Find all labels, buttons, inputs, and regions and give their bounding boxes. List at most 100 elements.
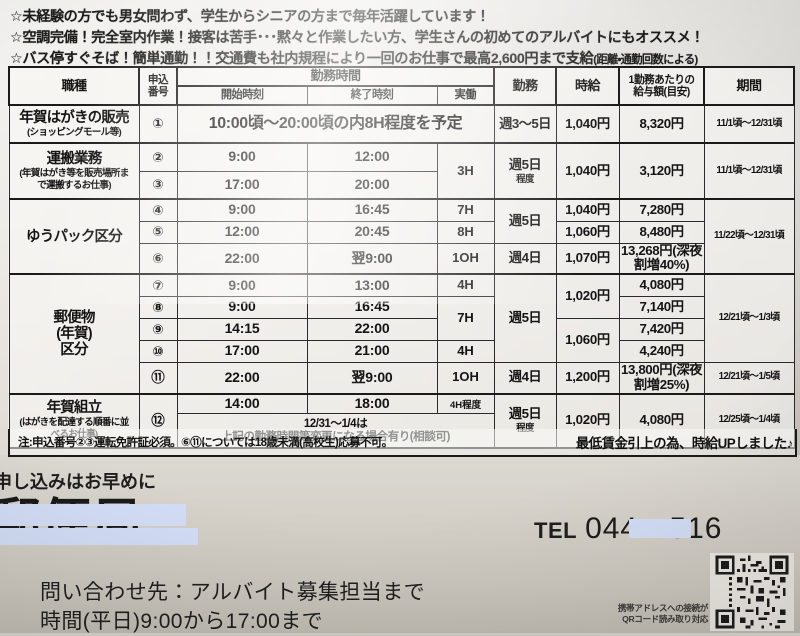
days-12-main: 週5日 <box>508 406 542 422</box>
job-4-title-l2: (年賀) <box>56 325 92 342</box>
pay-9: 7,420円 <box>618 317 705 341</box>
qr-caption: 携帯アドレスへの接続が QRコード読み取り対応 <box>618 603 709 625</box>
pay-4: 7,280円 <box>618 198 705 222</box>
eligibility-note: 注:申込番号②③運転免許証必須。⑥⑪については18歳未満(高校生)応募不可。 <box>18 436 393 449</box>
days-2: 週5日 程度 <box>493 142 557 200</box>
hourly-11: 1,200円 <box>555 361 620 395</box>
header-hourly-wage: 時給 <box>555 66 621 106</box>
job-name-4: 郵便物 (年賀) 区分 <box>8 273 140 395</box>
job-name-3: ゆうパック区分 <box>8 198 140 276</box>
actual-10: 4H <box>436 339 495 363</box>
start-5: 12:00 <box>176 220 308 244</box>
start-3: 17:00 <box>176 170 308 200</box>
job-5-title: 年賀組立 <box>46 400 103 417</box>
days-1: 週3～5日 <box>493 104 557 144</box>
header-apply-no: 申込 番号 <box>138 66 178 106</box>
pay-7: 4,080円 <box>618 273 705 297</box>
headline-block: ☆未経験の方でも男女問わず、学生からシニアの方まで毎年活躍しています！ ☆空調完… <box>10 7 790 71</box>
actual-4: 7H <box>436 198 495 222</box>
end-12: 18:00 <box>306 393 438 415</box>
pay-6-text: 13,268円(深夜割増40%) <box>621 242 703 273</box>
hourly-1: 1,040円 <box>555 104 620 144</box>
apply-no-7: ⑦ <box>138 273 178 297</box>
tel-label: TEL <box>534 518 578 543</box>
actual-5: 8H <box>436 220 495 244</box>
apply-no-3: ③ <box>138 170 178 200</box>
table-row: 運搬業務 (年賀はがき等を販売場所ま で運搬するお仕事) ② 9:00 12:00… <box>8 142 795 200</box>
table-row: ゆうパック区分 ④ 9:00 16:45 7H 週5日 1,040円 7,280… <box>8 198 795 276</box>
headline-3-main: ☆バス停すぐそば！簡単通勤！！交通費も社内規程により一回のお仕事で最高2,600… <box>10 51 594 67</box>
job-2-subtitle-l1: (年賀はがき等を販売場所ま <box>19 167 129 179</box>
headline-1: ☆未経験の方でも男女問わず、学生からシニアの方まで毎年活躍しています！ <box>10 9 490 25</box>
pay-11: 13,800円(深夜割増25%) <box>618 361 705 395</box>
period-1: 11/1頃～12/31頃 <box>703 104 795 144</box>
end-5: 20:45 <box>306 220 438 244</box>
end-7: 13:00 <box>306 273 438 297</box>
days-6: 週4日 <box>493 242 557 276</box>
actual-12-text: 4H程度 <box>449 399 482 411</box>
headline-3-note: (距離・通勤回数による) <box>593 54 698 66</box>
job-1-subtitle: (ショッピングモール等) <box>27 126 122 138</box>
footer-note-row: 注:申込番号②③運転免許証必須。⑥⑪については18歳未満(高校生)応募不可。 最… <box>8 429 797 457</box>
job-name-2: 運搬業務 (年賀はがき等を販売場所ま で運搬するお仕事) <box>8 142 140 200</box>
end-4: 16:45 <box>306 198 438 222</box>
inquiry-line: 問い合わせ先：アルバイト募集担当まで <box>40 581 425 604</box>
table-row: 年賀組立 (はがきを配達する順番に並べるお仕事) ⑫ 14:00 18:00 4… <box>8 393 795 449</box>
hourly-6: 1,070円 <box>555 242 620 276</box>
end-9: 22:00 <box>306 317 438 341</box>
days-7to10: 週5日 <box>493 273 557 363</box>
pay-6: 13,268円(深夜割増40%) <box>618 242 705 276</box>
qr-code[interactable] <box>710 553 794 631</box>
apply-no-4: ④ <box>138 198 178 222</box>
job-4-title-l3: 区分 <box>60 342 88 359</box>
table-header-row-1: 職種 申込 番号 勤務時間 勤務 時給 1勤務あたりの 給与額(目安) 期間 <box>8 66 796 106</box>
apply-no-10: ⑩ <box>138 339 178 363</box>
end-6: 翌9:00 <box>306 242 438 276</box>
table-row: ⑩ 17:00 21:00 4H 4,240円 <box>9 339 794 363</box>
job-2-title: 運搬業務 <box>46 150 103 167</box>
days-12-sub: 程度 <box>516 422 534 434</box>
pay-5: 8,480円 <box>618 220 705 244</box>
pay-2: 3,120円 <box>618 142 705 200</box>
end-2: 12:00 <box>306 142 438 172</box>
hourly-5: 1,060円 <box>555 220 620 244</box>
actual-89: 7H <box>436 295 495 341</box>
schedule-change-note-l1: 12/31～1/4は <box>303 417 368 431</box>
table-row: ⑪ 22:00 翌9:00 1OH 週4日 1,200円 13,800円(深夜割… <box>9 361 795 395</box>
header-pay-line2: 給与額(目安) <box>633 86 690 98</box>
actual-11: 1OH <box>436 361 495 395</box>
apply-no-6: ⑥ <box>138 242 178 276</box>
redaction-bar-office-1 <box>0 504 186 526</box>
apply-no-1: ① <box>138 104 178 144</box>
start-4: 9:00 <box>176 198 308 222</box>
contact-details: 問い合わせ先：アルバイト募集担当まで 時間(平日)9:00から17:00まで <box>40 578 425 636</box>
period-3: 11/22頃～12/31頃 <box>703 198 795 276</box>
period-11: 12/21頃～1/5頃 <box>703 361 795 395</box>
end-3: 20:00 <box>306 170 438 200</box>
table-row: 年賀はがきの販売 (ショッピングモール等) ① 10:00頃～20:00頃の内8… <box>8 104 795 144</box>
job-5-subtitle-l1: (はがきを配達する順番に並 <box>19 417 129 429</box>
days-2-main: 週5日 <box>508 156 542 172</box>
header-days: 勤務 <box>493 66 558 106</box>
end-8: 16:45 <box>306 295 438 319</box>
hours-line: 時間(平日)9:00から17:00まで <box>40 610 324 633</box>
redaction-bar-office-2 <box>0 528 198 545</box>
actual-2: 3H <box>436 142 495 200</box>
days-2-sub: 程度 <box>516 172 534 184</box>
table-row: 郵便物 (年賀) 区分 ⑦ 9:00 13:00 4H 週5日 1,020円 4… <box>8 273 795 395</box>
apply-no-8: ⑧ <box>138 295 178 319</box>
start-8: 9:00 <box>176 295 308 319</box>
headline-2: ☆空調完備！完全室内作業！接客は苦手･･･黙々と作業したい方、学生さんの初めての… <box>10 30 705 46</box>
shift-table-wrapper: 職種 申込 番号 勤務時間 勤務 時給 1勤務あたりの 給与額(目安) 期間 開始時… <box>8 66 796 449</box>
shift-span-1: 10:00頃～20:00頃の内8H程度を予定 <box>176 104 495 144</box>
apply-no-5: ⑤ <box>138 220 178 244</box>
header-pay-line1: 1勤務あたりの <box>628 73 695 86</box>
start-9: 14:15 <box>176 317 308 341</box>
header-work-hours: 勤務時間 <box>175 66 496 87</box>
hourly-4: 1,040円 <box>555 198 620 222</box>
days-11: 週4日 <box>493 361 557 395</box>
header-start-time: 開始時刻 <box>176 85 308 106</box>
start-10: 17:00 <box>176 339 308 363</box>
apply-no-2: ② <box>138 142 178 172</box>
hourly-910: 1,060円 <box>555 317 620 363</box>
